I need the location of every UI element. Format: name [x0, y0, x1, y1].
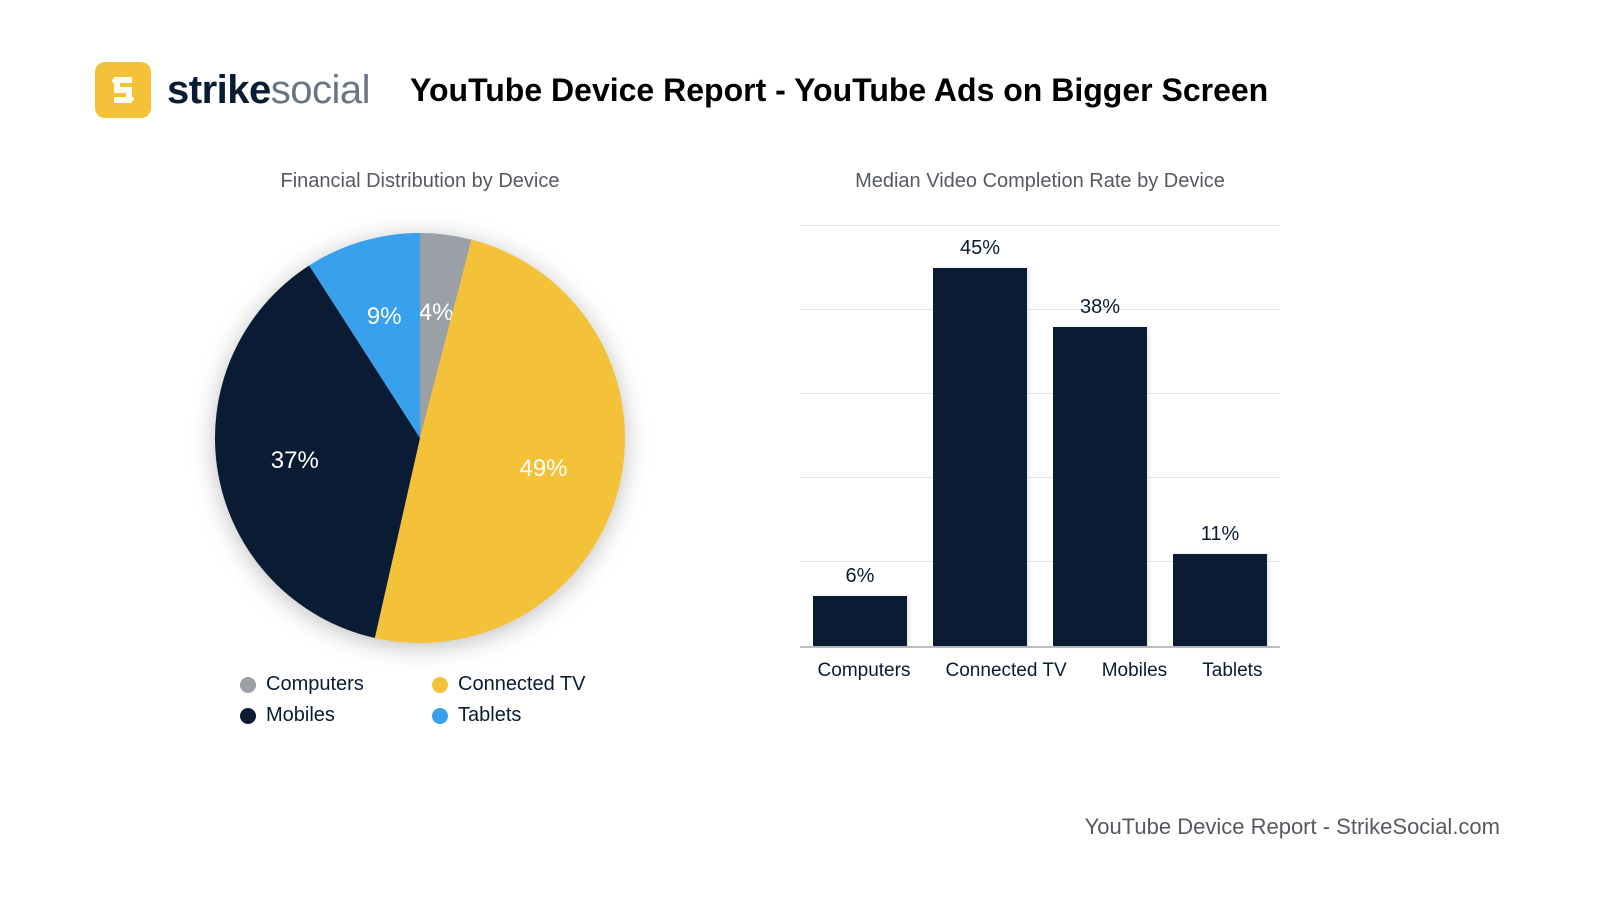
bar-column: 11%	[1173, 523, 1267, 646]
legend-label: Tablets	[458, 704, 521, 727]
gridline	[800, 225, 1280, 226]
legend-label: Mobiles	[266, 704, 335, 727]
legend-label: Connected TV	[458, 673, 586, 696]
legend-item: Computers	[240, 673, 408, 696]
legend-swatch	[240, 708, 256, 724]
legend-item: Connected TV	[432, 673, 600, 696]
logo-icon	[95, 62, 151, 118]
page-title: YouTube Device Report - YouTube Ads on B…	[410, 72, 1268, 109]
logo-text: strikesocial	[167, 68, 370, 113]
pie-legend: Computers Connected TV Mobiles Tablets	[240, 673, 600, 727]
legend-item: Tablets	[432, 704, 600, 727]
pie-chart-container: Financial Distribution by Device 4% 49% 37…	[160, 170, 680, 727]
bar-chart: 6% 45% 38% 11%	[800, 228, 1280, 648]
bar-column: 45%	[933, 237, 1027, 646]
page-header: strikesocial YouTube Device Report - You…	[95, 62, 1268, 118]
bar-rect	[933, 268, 1027, 646]
bar-chart-title: Median Video Completion Rate by Device	[790, 170, 1290, 193]
report-page: strikesocial YouTube Device Report - You…	[0, 0, 1600, 900]
bar-column: 38%	[1053, 296, 1147, 646]
logo-word-social: social	[271, 68, 370, 112]
logo-s-icon	[106, 73, 140, 107]
footer-credit: YouTube Device Report - StrikeSocial.com	[1085, 814, 1500, 840]
bar-value-label: 45%	[960, 237, 1000, 260]
pie-slice-label: 49%	[519, 455, 567, 482]
bar-axis-label: Mobiles	[1102, 660, 1167, 682]
pie-chart-title: Financial Distribution by Device	[160, 170, 680, 193]
bar-rect	[1053, 327, 1147, 646]
legend-swatch	[432, 677, 448, 693]
bar-axis-label: Connected TV	[946, 660, 1067, 682]
bar-value-label: 38%	[1080, 296, 1120, 319]
pie-slice-label: 9%	[367, 303, 402, 330]
legend-swatch	[240, 677, 256, 693]
bar-x-axis: Computers Connected TV Mobiles Tablets	[800, 660, 1280, 682]
bar-rect	[813, 596, 907, 646]
bar-axis-label: Tablets	[1202, 660, 1262, 682]
bar-group: 6% 45% 38% 11%	[800, 228, 1280, 646]
legend-item: Mobiles	[240, 704, 408, 727]
pie-slice-label: 37%	[271, 447, 319, 474]
legend-swatch	[432, 708, 448, 724]
legend-label: Computers	[266, 673, 364, 696]
bar-chart-container: Median Video Completion Rate by Device 6…	[790, 170, 1290, 682]
bar-column: 6%	[813, 565, 907, 646]
bar-axis-label: Computers	[818, 660, 911, 682]
logo-word-strike: strike	[167, 68, 271, 112]
pie-slice-label: 4%	[419, 299, 454, 326]
bar-value-label: 6%	[846, 565, 875, 588]
bar-rect	[1173, 554, 1267, 646]
bar-value-label: 11%	[1201, 523, 1240, 546]
pie-chart: 4% 49% 37% 9%	[210, 228, 630, 648]
